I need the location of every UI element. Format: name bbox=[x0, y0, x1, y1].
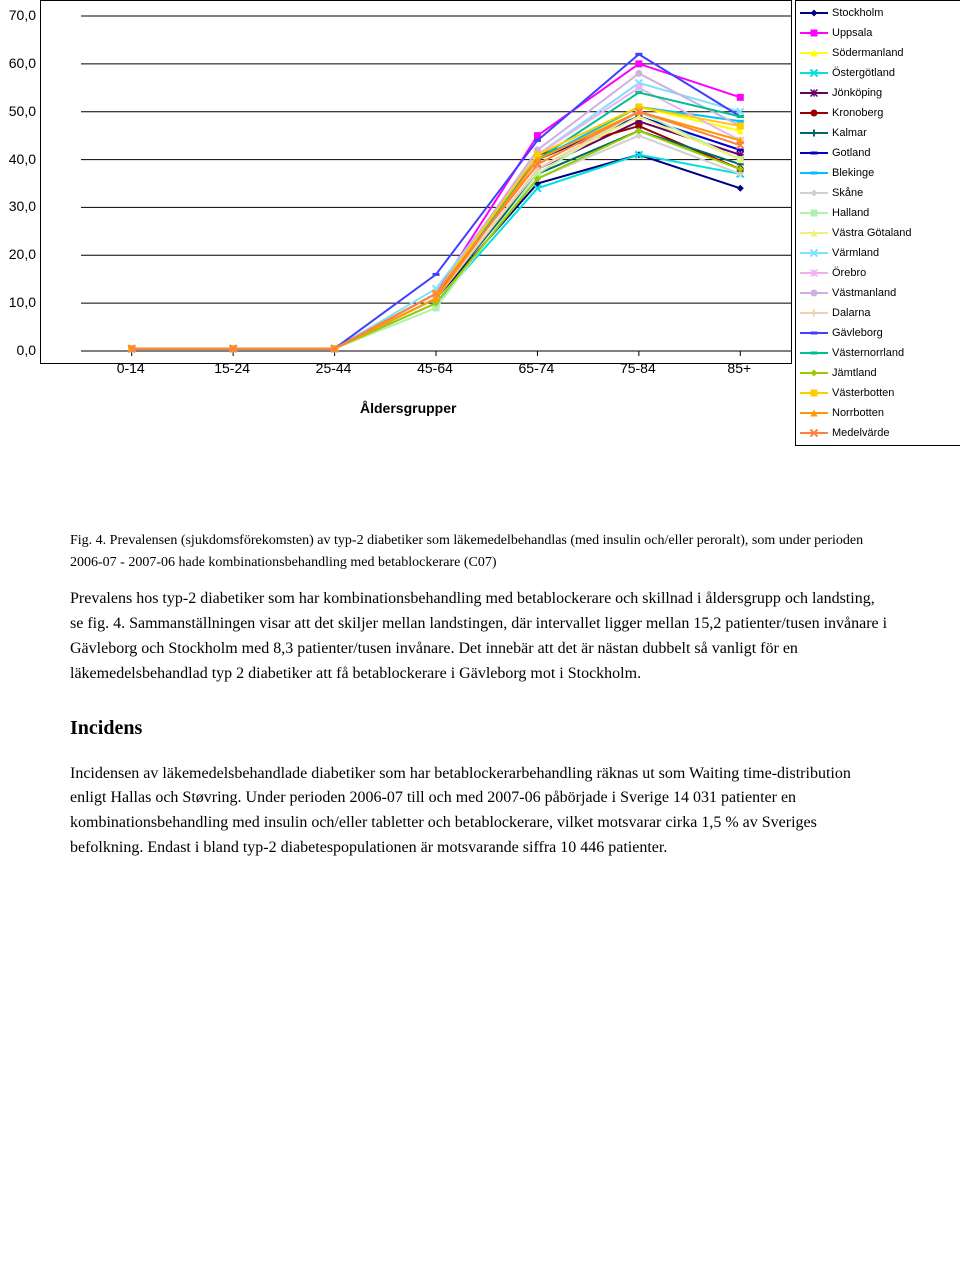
legend-item: Uppsala bbox=[800, 23, 960, 43]
plot-area bbox=[40, 0, 792, 364]
legend-label: Kalmar bbox=[832, 124, 867, 142]
y-tick-label: 0,0 bbox=[0, 342, 36, 358]
body-text: Fig. 4. Prevalensen (sjukdomsförekomsten… bbox=[0, 500, 960, 915]
legend-label: Södermanland bbox=[832, 44, 904, 62]
legend-item: Dalarna bbox=[800, 303, 960, 323]
figure-caption: Fig. 4. Prevalensen (sjukdomsförekomsten… bbox=[70, 530, 890, 573]
legend-label: Gävleborg bbox=[832, 324, 883, 342]
y-tick-label: 20,0 bbox=[0, 246, 36, 262]
legend-label: Gotland bbox=[832, 144, 871, 162]
legend-item: Norrbotten bbox=[800, 403, 960, 423]
legend-label: Halland bbox=[832, 204, 869, 222]
y-tick-label: 50,0 bbox=[0, 103, 36, 119]
legend-label: Norrbotten bbox=[832, 404, 884, 422]
legend-item: Östergötland bbox=[800, 63, 960, 83]
y-tick-label: 10,0 bbox=[0, 294, 36, 310]
x-tick-label: 45-64 bbox=[385, 360, 485, 376]
legend-label: Stockholm bbox=[832, 4, 883, 22]
legend-item: Västerbotten bbox=[800, 383, 960, 403]
lines-svg bbox=[41, 1, 791, 363]
y-tick-label: 30,0 bbox=[0, 198, 36, 214]
legend-label: Dalarna bbox=[832, 304, 871, 322]
legend-item: Gotland bbox=[800, 143, 960, 163]
legend-item: Kronoberg bbox=[800, 103, 960, 123]
legend-item: Västmanland bbox=[800, 283, 960, 303]
legend-label: Örebro bbox=[832, 264, 866, 282]
legend-label: Kronoberg bbox=[832, 104, 883, 122]
paragraph-1: Prevalens hos typ-2 diabetiker som har k… bbox=[70, 587, 890, 686]
legend-item: Jönköping bbox=[800, 83, 960, 103]
legend-item: Västra Götaland bbox=[800, 223, 960, 243]
legend-label: Östergötland bbox=[832, 64, 895, 82]
y-tick-label: 70,0 bbox=[0, 7, 36, 23]
paragraph-2: Incidensen av läkemedelsbehandlade diabe… bbox=[70, 762, 890, 861]
legend-label: Medelvärde bbox=[832, 424, 889, 442]
x-axis-title: Åldersgrupper bbox=[360, 400, 456, 416]
legend-label: Blekinge bbox=[832, 164, 874, 182]
legend-label: Uppsala bbox=[832, 24, 872, 42]
legend-item: Gävleborg bbox=[800, 323, 960, 343]
legend-item: Kalmar bbox=[800, 123, 960, 143]
x-tick-label: 65-74 bbox=[486, 360, 586, 376]
legend-item: Jämtland bbox=[800, 363, 960, 383]
legend-label: Jämtland bbox=[832, 364, 877, 382]
legend-item: Södermanland bbox=[800, 43, 960, 63]
legend-label: Jönköping bbox=[832, 84, 882, 102]
legend-label: Västmanland bbox=[832, 284, 896, 302]
legend-item: Värmland bbox=[800, 243, 960, 263]
legend-item: Västernorrland bbox=[800, 343, 960, 363]
legend-label: Värmland bbox=[832, 244, 879, 262]
x-tick-label: 0-14 bbox=[81, 360, 181, 376]
section-heading: Incidens bbox=[70, 713, 890, 744]
x-tick-label: 15-24 bbox=[182, 360, 282, 376]
legend-item: Skåne bbox=[800, 183, 960, 203]
x-tick-label: 85+ bbox=[689, 360, 789, 376]
y-tick-label: 40,0 bbox=[0, 151, 36, 167]
legend-label: Skåne bbox=[832, 184, 863, 202]
x-tick-label: 75-84 bbox=[588, 360, 688, 376]
legend-item: Medelvärde bbox=[800, 423, 960, 443]
legend-label: Västerbotten bbox=[832, 384, 894, 402]
legend: Stockholm Uppsala Södermanland Östergötland… bbox=[795, 0, 960, 446]
legend-item: Stockholm bbox=[800, 3, 960, 23]
legend-item: Blekinge bbox=[800, 163, 960, 183]
legend-label: Västernorrland bbox=[832, 344, 904, 362]
legend-item: Örebro bbox=[800, 263, 960, 283]
y-tick-label: 60,0 bbox=[0, 55, 36, 71]
chart-container: PAT TIN 0,010,020,030,040,050,060,070,0 … bbox=[0, 0, 960, 500]
legend-label: Västra Götaland bbox=[832, 224, 912, 242]
legend-item: Halland bbox=[800, 203, 960, 223]
x-tick-label: 25-44 bbox=[284, 360, 384, 376]
